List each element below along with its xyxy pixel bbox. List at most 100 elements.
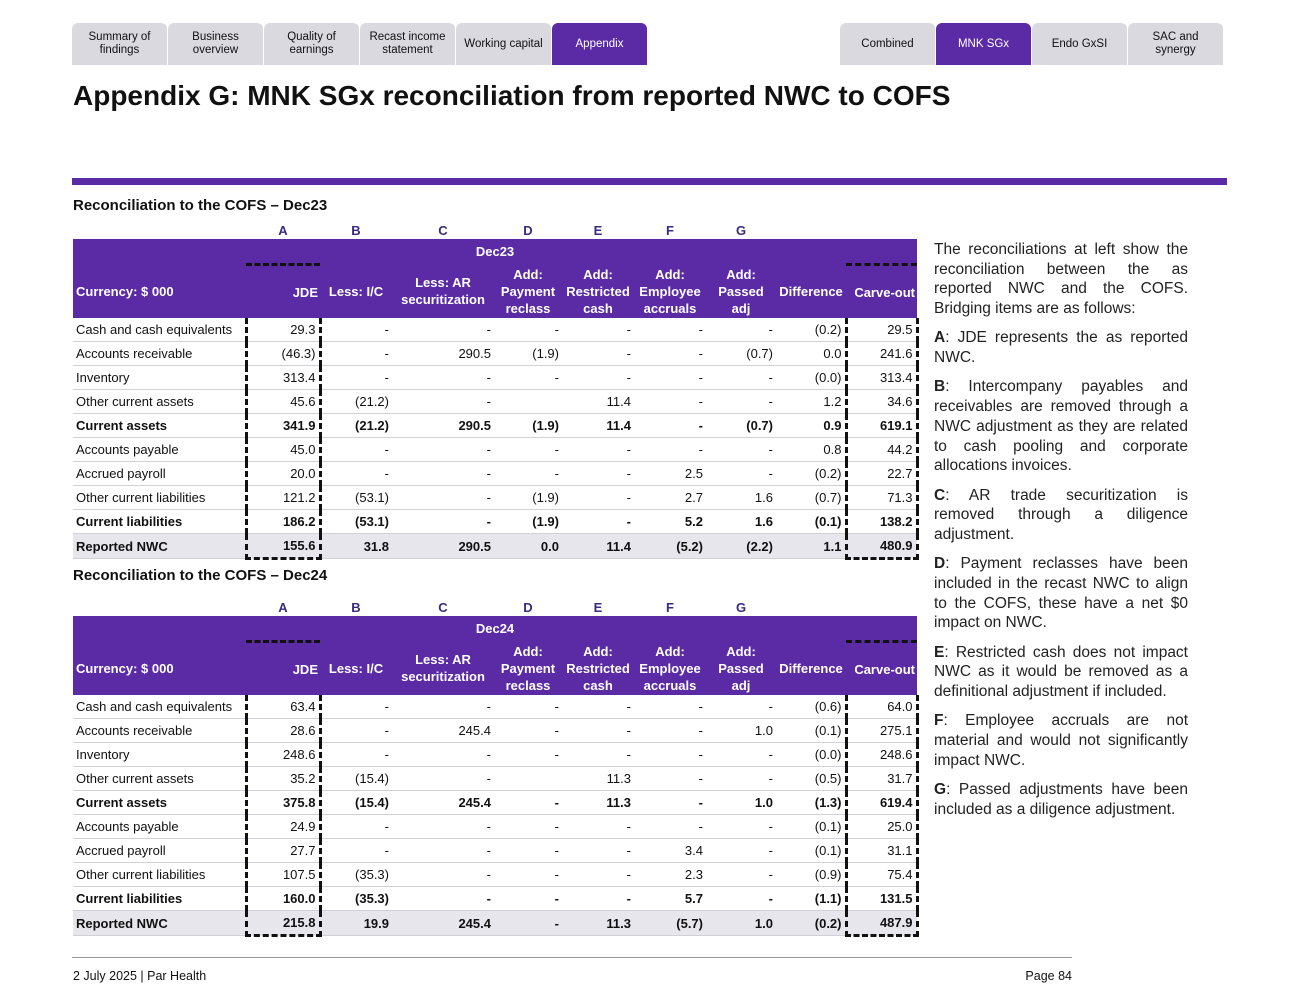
cell: 2.7: [634, 485, 706, 510]
table-row: Other current assets 45.6 (21.2) -11.4- -1.2…: [73, 389, 919, 414]
cell: -: [392, 437, 494, 462]
cell: (0.1): [776, 718, 846, 743]
cell: -: [562, 695, 634, 719]
column-header: Add: Restricted cash: [562, 264, 634, 318]
cell: 1.0: [706, 910, 776, 936]
spacer: [776, 221, 917, 239]
cell: -: [320, 838, 392, 863]
cell: 290.5: [392, 341, 494, 366]
note-key: G: [934, 781, 947, 799]
cell: 619.4: [844, 790, 919, 815]
row-label: Current assets: [73, 413, 246, 438]
cell: 11.3: [562, 910, 634, 936]
row-label: Accounts receivable: [73, 341, 246, 366]
cell: -: [562, 862, 634, 887]
section-tabs: Summary of findings Business overview Qual…: [72, 23, 647, 65]
tab[interactable]: Endo GxSI: [1032, 23, 1127, 65]
tab[interactable]: Business overview: [168, 23, 263, 65]
column-letter: E: [593, 222, 603, 238]
table-row: Current liabilities 186.2 (53.1) - (1.9) -5.2…: [73, 509, 919, 534]
note-key: A: [934, 329, 946, 347]
cell: 44.2: [844, 437, 919, 462]
cell: 480.9: [844, 533, 919, 560]
tab[interactable]: SAC and synergy: [1128, 23, 1223, 65]
cell: 2.3: [634, 862, 706, 887]
spacer: [73, 598, 246, 616]
cell: (5.2): [634, 533, 706, 559]
cell: 245.4: [392, 718, 494, 743]
column-letter: B: [351, 599, 361, 615]
cell: 313.4: [844, 365, 919, 390]
page-number: Page 84: [1025, 969, 1072, 983]
tab[interactable]: Combined: [840, 23, 935, 65]
cell: (53.1): [320, 485, 392, 510]
note-item: E: Restricted cash does not impact NWC a…: [934, 643, 1188, 702]
tab[interactable]: Recast income statement: [360, 23, 455, 65]
cell: (15.4): [320, 790, 392, 815]
cell: 11.4: [562, 533, 634, 559]
cell: 11.3: [562, 766, 634, 791]
table-row: Current liabilities 160.0 (35.3) - - -5.7- (1.…: [73, 886, 919, 911]
note-item: D: Payment reclasses have been included …: [934, 554, 1188, 633]
cell: -: [494, 790, 562, 815]
cell: 215.8: [244, 910, 322, 937]
cell: 375.8: [244, 790, 322, 815]
cell: 31.1: [844, 838, 919, 863]
cell: -: [706, 437, 776, 462]
cell: (0.1): [776, 838, 846, 863]
table-row: Inventory 248.6- - - - - - (0.0) 248.6: [73, 742, 919, 767]
column-header: Difference: [776, 641, 846, 695]
cell: 0.9: [776, 413, 846, 438]
table-heading: Reconciliation to the COFS – Dec23: [73, 197, 328, 214]
cell: -: [706, 365, 776, 390]
footer-date: 2 July 2025 | Par Health: [73, 969, 207, 983]
tab[interactable]: MNK SGx: [936, 23, 1031, 65]
note-key: B: [934, 378, 946, 396]
column-header: Less: AR securitization: [392, 264, 494, 318]
tab[interactable]: Quality of earnings: [264, 23, 359, 65]
cell: (0.2): [776, 461, 846, 486]
cell: (35.3): [320, 886, 392, 911]
cell: 138.2: [844, 509, 919, 534]
cell: -: [494, 742, 562, 767]
cell: 107.5: [244, 862, 322, 887]
cell: 11.4: [562, 413, 634, 438]
cell: -: [320, 461, 392, 486]
cell: -: [494, 365, 562, 390]
cell: 64.0: [844, 695, 919, 719]
cell: -: [634, 766, 706, 791]
column-header: Currency: $ 000: [73, 264, 246, 318]
tab[interactable]: Summary of findings: [72, 23, 167, 65]
cell: 155.6: [244, 533, 322, 560]
note-text: : Employee accruals are not material and…: [934, 712, 1188, 769]
cell: 241.6: [844, 341, 919, 366]
cell: -: [634, 365, 706, 390]
row-label: Accrued payroll: [73, 838, 246, 863]
cell: -: [392, 862, 494, 887]
cell: 19.9: [320, 910, 392, 936]
cell: -: [706, 862, 776, 887]
tab[interactable]: Appendix: [552, 23, 647, 65]
cell: 1.0: [706, 718, 776, 743]
table-row: Accrued payroll 27.7- - - -3.4- (0.1) 31.1: [73, 838, 919, 863]
row-label: Other current assets: [73, 389, 246, 414]
cell: -: [392, 509, 494, 534]
row-label: Accrued payroll: [73, 461, 246, 486]
cell: -: [562, 742, 634, 767]
cell: -: [634, 437, 706, 462]
cell: -: [634, 413, 706, 438]
column-letter: E: [593, 599, 603, 615]
period-row: Dec24: [73, 616, 917, 642]
page-title: Appendix G: MNK SGx reconciliation from …: [73, 80, 951, 111]
cell: 5.2: [634, 509, 706, 534]
cell: 290.5: [392, 533, 494, 559]
tab[interactable]: Working capital: [456, 23, 551, 65]
column-header: Add: Payment reclass: [494, 641, 562, 695]
table-row: Current assets 341.9 (21.2) 290.5 (1.9) 11.4-…: [73, 413, 919, 438]
cell: 313.4: [244, 365, 322, 390]
letter-row: A B C D E F G: [73, 598, 917, 616]
cell: 2.5: [634, 461, 706, 486]
note-text: : Restricted cash does not impact NWC as…: [934, 643, 1188, 701]
table-row: Cash and cash equivalents 63.4- - - - - - (0.6)…: [73, 695, 919, 719]
row-label: Current assets: [73, 790, 246, 815]
